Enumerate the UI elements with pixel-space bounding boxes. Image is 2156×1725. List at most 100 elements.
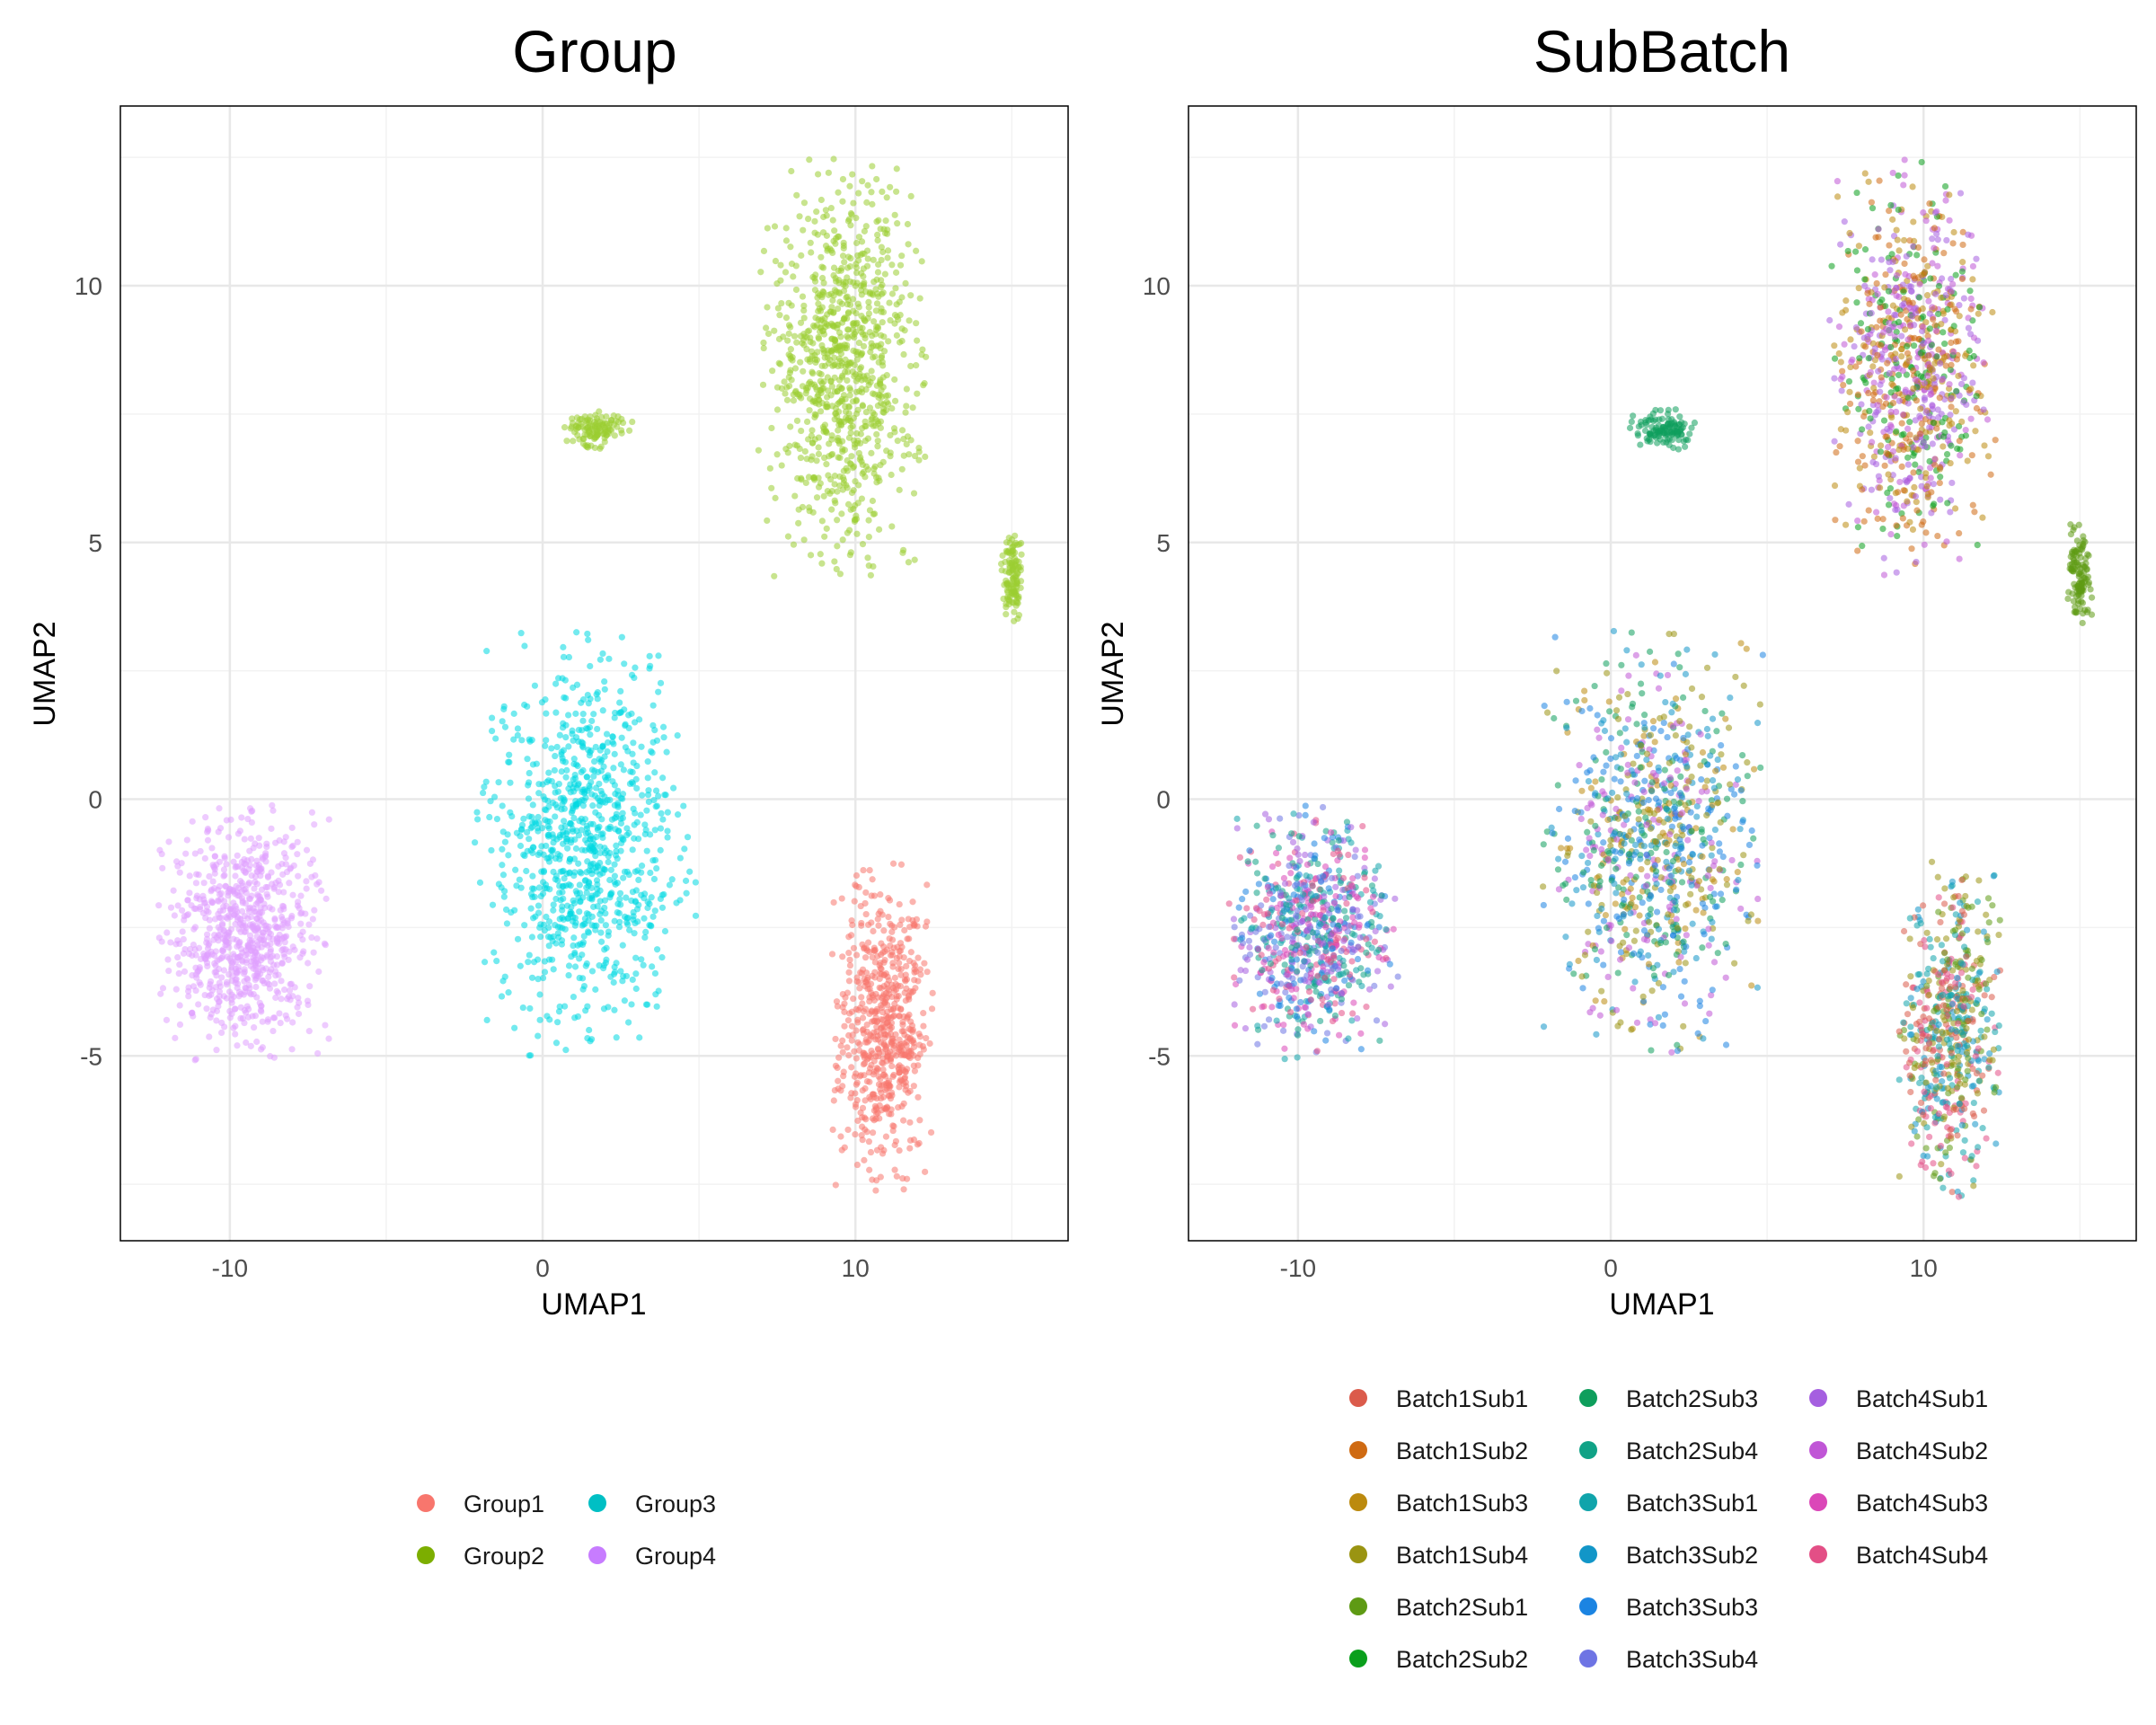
point-subbatch: [1915, 1116, 1922, 1123]
point-group4: [275, 889, 282, 896]
point-group4: [189, 818, 196, 825]
point-group2: [869, 163, 876, 170]
point-group4: [275, 862, 282, 870]
point-group3: [597, 831, 605, 838]
point-group4: [305, 921, 313, 928]
point-group1: [845, 949, 853, 957]
point-subbatch: [1861, 170, 1869, 177]
point-subbatch: [1837, 358, 1844, 366]
point-subbatch: [1869, 396, 1877, 404]
point-subbatch: [1887, 201, 1895, 209]
point-group3: [536, 1016, 543, 1023]
point-group2: [855, 234, 863, 241]
x-tick-label: 0: [535, 1254, 550, 1282]
point-group2: [920, 382, 927, 389]
point-group3: [633, 762, 641, 770]
point-group3: [641, 933, 649, 942]
point-subbatch: [1895, 446, 1903, 454]
point-group2: [764, 517, 771, 525]
point-subbatch: [1885, 308, 1892, 315]
point-group3: [642, 827, 649, 834]
point-group3: [629, 846, 636, 854]
point-group4: [325, 1035, 332, 1042]
point-group3: [597, 929, 605, 936]
point-subbatch: [1909, 313, 1916, 320]
point-group3: [596, 898, 604, 905]
point-group2: [597, 443, 605, 450]
point-subbatch: [1867, 415, 1874, 422]
point-group4: [291, 984, 298, 991]
point-subbatch: [1938, 978, 1946, 986]
point-subbatch: [1970, 352, 1977, 360]
point-group2: [1014, 570, 1021, 578]
point-group2: [831, 497, 838, 504]
point-group2: [893, 165, 900, 172]
point-group2: [846, 182, 853, 190]
point-subbatch: [1844, 409, 1851, 416]
point-group2: [875, 526, 883, 533]
point-group1: [906, 958, 914, 965]
point-group3: [632, 919, 639, 927]
point-group2: [847, 506, 854, 513]
point-group3: [631, 674, 638, 682]
point-group2: [768, 424, 775, 432]
point-subbatch: [1956, 301, 1963, 309]
point-subbatch: [1967, 415, 1975, 422]
point-subbatch: [1969, 276, 1976, 283]
point-group1: [865, 1138, 872, 1146]
point-group2: [569, 420, 576, 427]
point-group1: [923, 918, 931, 925]
point-group2: [811, 323, 818, 331]
point-group2: [831, 227, 838, 234]
point-subbatch: [1975, 877, 1983, 884]
point-group4: [175, 969, 182, 978]
point-group3: [616, 889, 624, 897]
point-subbatch: [1903, 479, 1911, 486]
point-group3: [505, 989, 512, 996]
point-group4: [237, 1004, 244, 1011]
point-subbatch: [1958, 418, 1966, 426]
point-group2: [778, 385, 785, 392]
point-group2: [821, 421, 829, 429]
point-group2: [787, 243, 794, 251]
point-group3: [499, 802, 506, 809]
point-subbatch: [1878, 442, 1885, 449]
point-subbatch: [1901, 156, 1908, 164]
point-subbatch: [1917, 349, 1924, 357]
point-group3: [525, 782, 532, 789]
point-group3: [579, 717, 587, 724]
point-subbatch: [1975, 1057, 1983, 1065]
point-subbatch: [1874, 515, 1881, 522]
point-group2: [888, 261, 896, 269]
point-group3: [543, 737, 550, 744]
point-subbatch: [1889, 472, 1896, 479]
point-group3: [646, 922, 653, 929]
point-subbatch: [1832, 517, 1839, 524]
point-group4: [182, 850, 190, 857]
point-group3: [600, 1005, 608, 1013]
point-group3: [673, 899, 680, 907]
point-group1: [839, 1037, 846, 1044]
point-subbatch: [1898, 509, 1905, 518]
point-group2: [611, 432, 618, 439]
point-group2: [784, 449, 791, 456]
point-group2: [817, 480, 824, 487]
point-subbatch: [1898, 332, 1905, 340]
point-subbatch: [1836, 443, 1843, 450]
point-subbatch: [1891, 333, 1898, 341]
point-group3: [572, 845, 580, 853]
point-group2: [808, 348, 816, 355]
point-group3: [517, 630, 525, 637]
point-group3: [631, 930, 638, 937]
point-group3: [599, 799, 606, 806]
point-group2: [880, 333, 888, 341]
point-group4: [305, 960, 312, 967]
point-subbatch: [1958, 1029, 1966, 1036]
point-subbatch: [1861, 343, 1869, 350]
point-group2: [784, 337, 791, 344]
point-group4: [282, 834, 289, 841]
point-group3: [624, 921, 632, 928]
point-group2: [817, 253, 825, 261]
point-subbatch: [1987, 471, 1994, 478]
point-subbatch: [1952, 979, 1959, 986]
